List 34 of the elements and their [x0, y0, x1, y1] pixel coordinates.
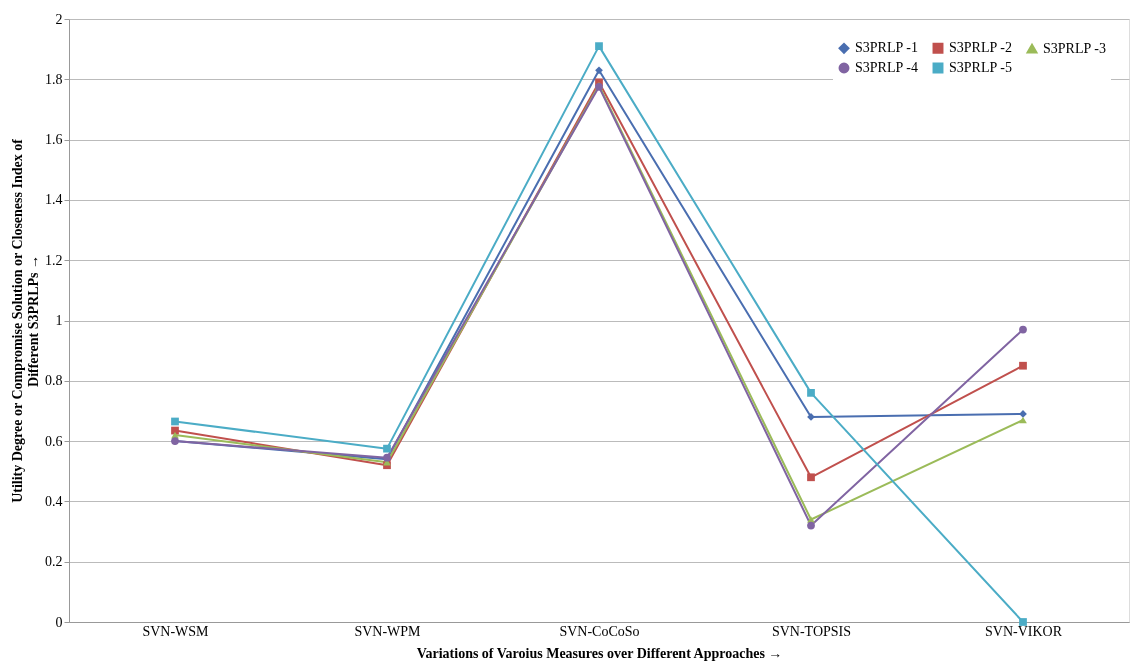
y-tick-label: 1.2	[45, 252, 63, 268]
point	[171, 417, 179, 426]
legend-label: S3PRLP -5	[949, 60, 1012, 75]
y-tick-label: 1	[55, 313, 63, 328]
point	[1019, 325, 1027, 334]
x-tick-label: SVN-CoCoSo	[559, 623, 640, 639]
point	[1019, 361, 1027, 370]
y-tick-label: 2	[55, 11, 63, 27]
x-tick-label: SVN-TOPSIS	[771, 623, 852, 639]
y-tick-label: 0.2	[45, 554, 63, 570]
point	[595, 66, 603, 75]
y-tick-label: 0.6	[45, 433, 63, 449]
y-tick-label: 0	[55, 614, 63, 630]
x-tick-label: SVN-VIKOR	[985, 623, 1063, 639]
x-tick-label: SVN-WPM	[354, 623, 422, 639]
y-tick-label: 1.4	[45, 192, 63, 208]
point	[171, 426, 179, 435]
x-axis-title: Variations of Varoius Measures over Different Approaches →	[416, 645, 783, 661]
point	[807, 521, 815, 530]
legend-label: S3PRLP -4	[855, 60, 918, 75]
point	[807, 473, 815, 482]
y-tick-label: 0.8	[45, 373, 63, 389]
y-tick-label: 0.4	[45, 493, 63, 509]
point	[1019, 618, 1027, 626]
y-axis-title: Utility Degree or Compromise Solution or Closeness Index of Different S3PRLPs →	[10, 138, 41, 503]
legend-label: S3PRLP -2	[949, 40, 1012, 56]
point	[383, 444, 391, 453]
point	[595, 42, 603, 51]
x-tick-label: SVN-WSM	[142, 623, 210, 639]
legend-label: S3PRLP -1	[855, 40, 918, 56]
y-tick-label: 1.6	[45, 132, 63, 148]
legend-label: S3PRLP -3	[1043, 40, 1106, 56]
y-tick-label: 1.8	[45, 71, 63, 87]
point	[807, 388, 815, 397]
